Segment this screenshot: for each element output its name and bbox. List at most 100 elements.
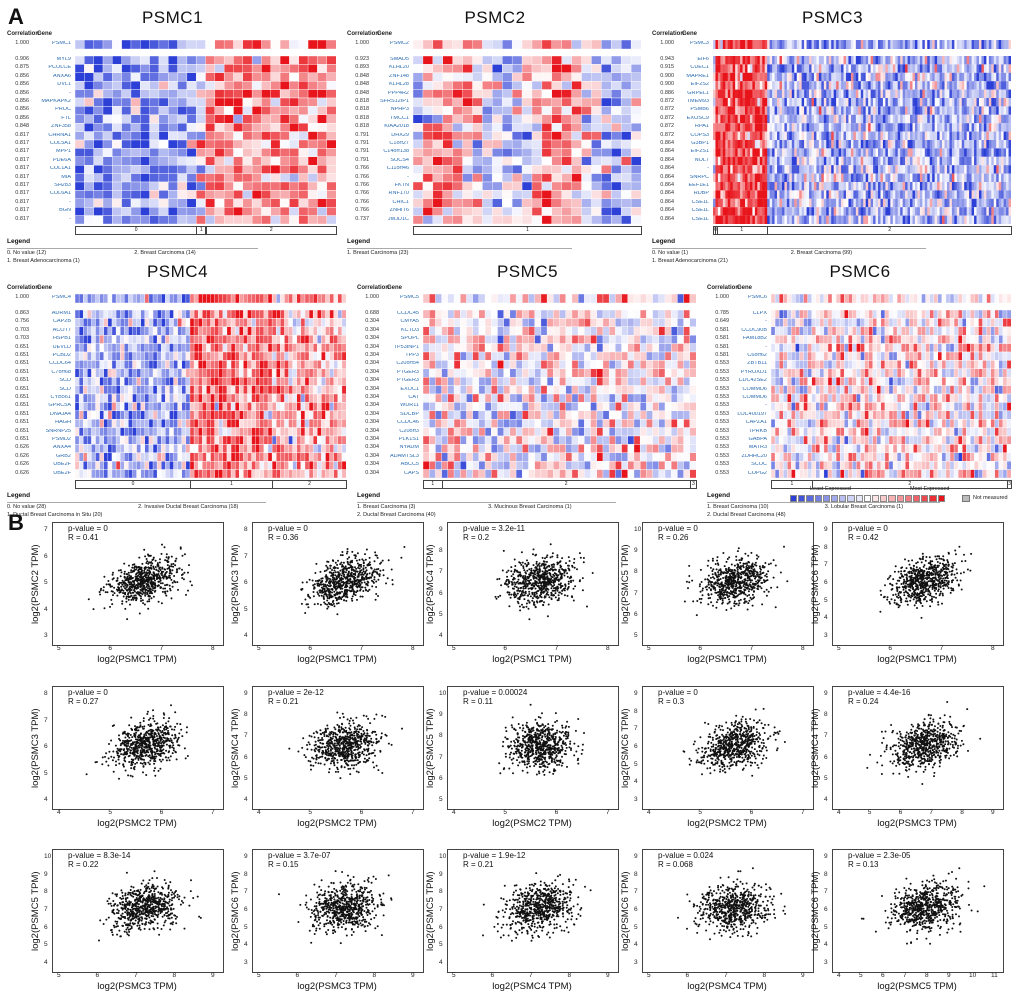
row-gene[interactable]: COL5A1: [27, 141, 71, 147]
row-gene[interactable]: BGN: [27, 208, 71, 214]
row-gene[interactable]: PSMB6: [672, 107, 709, 113]
row-gene[interactable]: ADRM1: [27, 311, 71, 317]
row-gene[interactable]: SMAD5: [367, 57, 409, 63]
row-gene[interactable]: -: [367, 175, 409, 181]
row-gene[interactable]: NPHP3: [367, 107, 409, 113]
row-gene[interactable]: KIAA2018: [367, 124, 409, 130]
row-gene[interactable]: JMJD1C: [367, 217, 409, 223]
row-gene[interactable]: C1orf27: [367, 141, 409, 147]
row-gene[interactable]: COPS3: [672, 133, 709, 139]
row-gene[interactable]: KLHL20: [367, 65, 409, 71]
row-gene[interactable]: CCDC64: [27, 361, 71, 367]
heatmap-cell: [940, 190, 943, 198]
row-gene[interactable]: CSE1L: [672, 217, 709, 223]
row-gene[interactable]: C7orf68: [27, 370, 71, 376]
row-gene[interactable]: CHRNA1: [27, 133, 71, 139]
row-gene[interactable]: DHX29: [367, 133, 409, 139]
row-gene[interactable]: C11orf46: [367, 166, 409, 172]
heatmap-cell: [969, 115, 972, 123]
heatmap-cell: [91, 327, 95, 335]
row-gene[interactable]: SNRPC: [672, 175, 709, 181]
row-gene[interactable]: TMCC1: [367, 116, 409, 122]
heatmap-cell: [824, 56, 827, 64]
row-gene[interactable]: CSE1L: [672, 208, 709, 214]
row-gene[interactable]: RPA1: [672, 124, 709, 130]
row-gene[interactable]: EIF2S1: [672, 149, 709, 155]
row-gene[interactable]: -: [27, 91, 71, 97]
row-gene[interactable]: PCOLCE: [27, 65, 71, 71]
heatmap-cell: [802, 165, 805, 173]
heatmap-cell: [762, 157, 765, 165]
row-gene[interactable]: EIF2S2: [672, 82, 709, 88]
row-gene[interactable]: C14orf138: [367, 149, 409, 155]
row-gene[interactable]: HAGH: [27, 420, 71, 426]
row-gene[interactable]: G3BP1: [672, 141, 709, 147]
heatmap-cell: [233, 174, 243, 182]
row-gene[interactable]: RNF170: [367, 191, 409, 197]
heatmap-cell: [206, 106, 216, 114]
row-gene[interactable]: PCBD2: [27, 353, 71, 359]
row-gene[interactable]: MAPKAPK2: [27, 99, 71, 105]
row-gene[interactable]: SCD: [27, 378, 71, 384]
heatmap-cell: [165, 335, 169, 343]
row-gene[interactable]: CSE1L: [672, 200, 709, 206]
row-gene[interactable]: NOL7: [672, 158, 709, 164]
heatmap-cell: [937, 190, 940, 198]
row-gene[interactable]: ZNF358: [27, 124, 71, 130]
heatmap-cell: [957, 140, 960, 148]
row-gene[interactable]: MIA: [27, 175, 71, 181]
row-gene[interactable]: COL1A1: [27, 166, 71, 172]
row-gene[interactable]: -: [27, 200, 71, 206]
row-gene[interactable]: CYB561: [27, 395, 71, 401]
row-gene[interactable]: ZNF148: [367, 74, 409, 80]
row-gene[interactable]: PROC: [27, 107, 71, 113]
heatmap-cell: [984, 132, 987, 140]
row-gene[interactable]: DVL1: [27, 82, 71, 88]
row-gene[interactable]: CAP2B: [27, 319, 71, 325]
query-gene[interactable]: PSMC3: [672, 41, 709, 47]
row-gene[interactable]: EIF6: [672, 57, 709, 63]
row-gene[interactable]: PPP4R2: [367, 91, 409, 97]
row-gene[interactable]: EXOSC9: [672, 116, 709, 122]
row-gene[interactable]: RDBP: [672, 191, 709, 197]
row-gene[interactable]: CHIC1: [367, 200, 409, 206]
row-gene[interactable]: ACOT7: [27, 328, 71, 334]
row-gene[interactable]: FTL: [27, 116, 71, 122]
row-gene[interactable]: DNAJA4: [27, 412, 71, 418]
row-gene[interactable]: SNRNP25: [27, 429, 71, 435]
row-gene[interactable]: TMEM93: [672, 99, 709, 105]
row-gene[interactable]: GPRC5A: [27, 403, 71, 409]
row-gene[interactable]: GRPEL1: [672, 91, 709, 97]
row-gene[interactable]: UBE2F: [27, 471, 71, 477]
row-gene[interactable]: SCD: [27, 387, 71, 393]
query-gene[interactable]: PSMC4: [27, 295, 71, 301]
row-gene[interactable]: KLHL28: [367, 82, 409, 88]
row-gene[interactable]: PSMD2: [27, 437, 71, 443]
row-gene[interactable]: COL6A1: [27, 191, 71, 197]
row-gene[interactable]: HSPB1: [27, 336, 71, 342]
query-gene[interactable]: PSMC1: [27, 41, 71, 47]
heatmap-cell: [920, 132, 923, 140]
row-gene[interactable]: ANXA6: [27, 74, 71, 80]
row-gene[interactable]: MAPRE1: [672, 74, 709, 80]
row-gene[interactable]: MPP1: [27, 149, 71, 155]
row-gene[interactable]: UBE2F: [27, 462, 71, 468]
heatmap-cell: [317, 394, 321, 402]
row-gene[interactable]: -: [27, 217, 71, 223]
row-gene[interactable]: ANXA4: [27, 445, 71, 451]
row-gene[interactable]: EEF1E1: [672, 183, 709, 189]
row-gene[interactable]: -: [672, 166, 709, 172]
row-gene[interactable]: MYL9: [27, 57, 71, 63]
heatmap-cell: [325, 436, 329, 444]
row-gene[interactable]: GRB2: [27, 454, 71, 460]
row-gene[interactable]: CUEC1: [672, 65, 709, 71]
row-gene[interactable]: ZNHIT6: [367, 208, 409, 214]
row-gene[interactable]: SFRS12IP1: [367, 99, 409, 105]
heatmap-cell: [723, 190, 726, 198]
row-gene[interactable]: UEVLD: [27, 345, 71, 351]
row-gene[interactable]: SOCS4: [367, 158, 409, 164]
row-gene[interactable]: SH283: [27, 183, 71, 189]
row-gene[interactable]: PDE6A: [27, 158, 71, 164]
query-gene[interactable]: PSMC2: [367, 41, 409, 47]
row-gene[interactable]: FKTN: [367, 183, 409, 189]
